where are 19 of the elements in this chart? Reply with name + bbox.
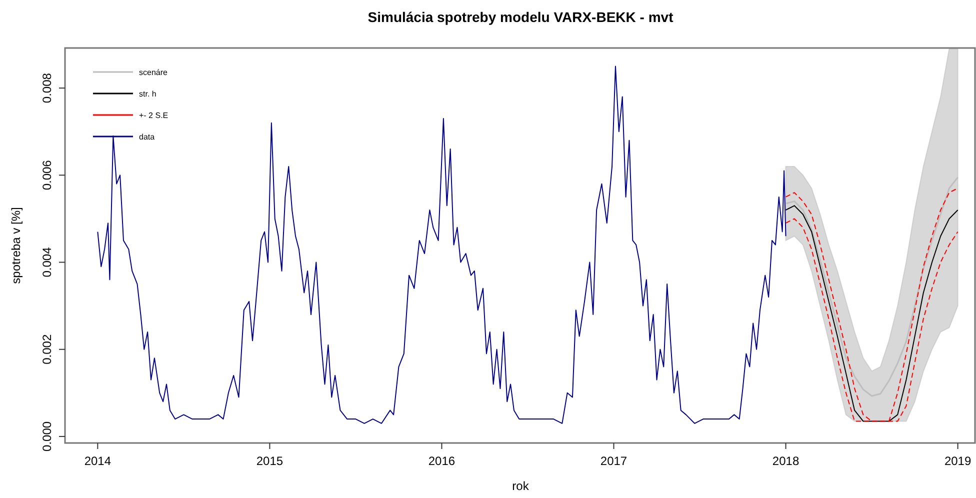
x-tick-label: 2019 xyxy=(944,454,972,468)
x-tick-label: 2015 xyxy=(256,454,284,468)
x-tick-label: 2018 xyxy=(772,454,800,468)
legend-label: scenáre xyxy=(139,68,168,77)
x-tick-label: 2017 xyxy=(600,454,628,468)
legend-label: str. h xyxy=(139,90,156,98)
y-axis-title: spotreba v [%] xyxy=(9,207,23,284)
y-tick-label: 0.004 xyxy=(40,246,54,278)
x-tick-label: 2016 xyxy=(428,454,456,468)
y-tick-label: 0.000 xyxy=(40,421,54,452)
x-tick-label: 2014 xyxy=(84,454,112,468)
y-tick-label: 0.002 xyxy=(40,334,54,364)
y-tick-label: 0.006 xyxy=(40,160,54,190)
line-series xyxy=(97,66,786,424)
y-tick-label: 0.008 xyxy=(40,72,54,104)
chart-title: Simulácia spotreby modelu VARX-BEKK - mvt xyxy=(368,9,674,25)
legend-label: data xyxy=(139,132,156,142)
x-axis-title: rok xyxy=(512,479,530,493)
legend-label: +- 2 S.E xyxy=(139,111,168,120)
